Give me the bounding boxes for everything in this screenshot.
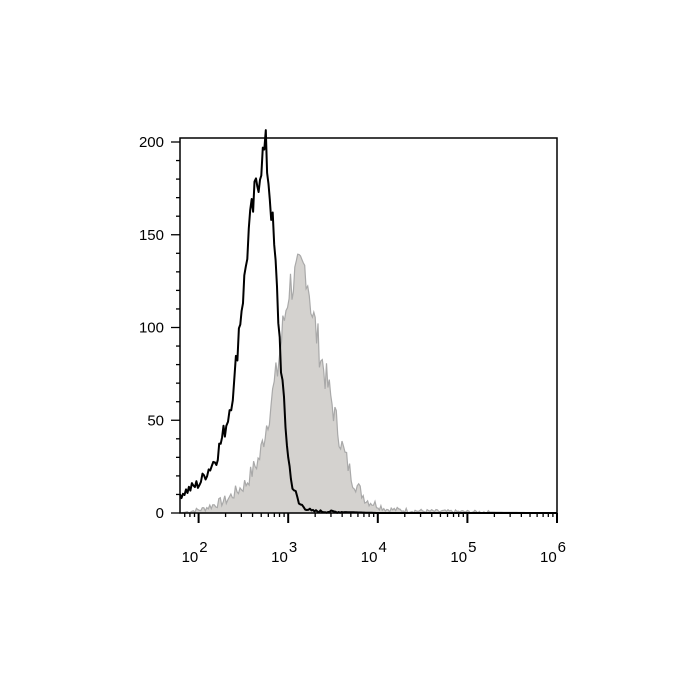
y-tick-label: 100 bbox=[139, 320, 164, 337]
y-axis: 0 50 100 150 200 bbox=[139, 134, 180, 522]
y-tick-label: 200 bbox=[139, 134, 164, 151]
series-filled-histogram bbox=[179, 253, 557, 514]
x-tick-exponent: 2 bbox=[199, 539, 207, 556]
x-tick-exponent: 3 bbox=[289, 539, 297, 556]
x-tick-base: 10 bbox=[450, 549, 467, 566]
x-tick-label: 104 bbox=[361, 539, 387, 566]
x-tick-base: 10 bbox=[271, 549, 288, 566]
x-tick-exponent: 6 bbox=[558, 539, 566, 556]
x-tick-base: 10 bbox=[361, 549, 378, 566]
x-tick-exponent: 4 bbox=[378, 539, 386, 556]
x-tick-base: 10 bbox=[540, 549, 557, 566]
x-tick-label: 106 bbox=[540, 539, 566, 566]
y-tick-label: 150 bbox=[139, 227, 164, 244]
x-tick-label: 102 bbox=[182, 539, 208, 566]
series-line-histogram bbox=[179, 129, 557, 514]
y-tick-label: 0 bbox=[156, 505, 164, 522]
x-tick-base: 10 bbox=[182, 549, 199, 566]
plot-frame bbox=[179, 137, 558, 514]
x-tick-exponent: 5 bbox=[468, 539, 476, 556]
x-tick-label: 103 bbox=[271, 539, 297, 566]
plot-series bbox=[179, 129, 557, 514]
y-tick-label: 50 bbox=[147, 412, 164, 429]
x-tick-label: 105 bbox=[450, 539, 476, 566]
